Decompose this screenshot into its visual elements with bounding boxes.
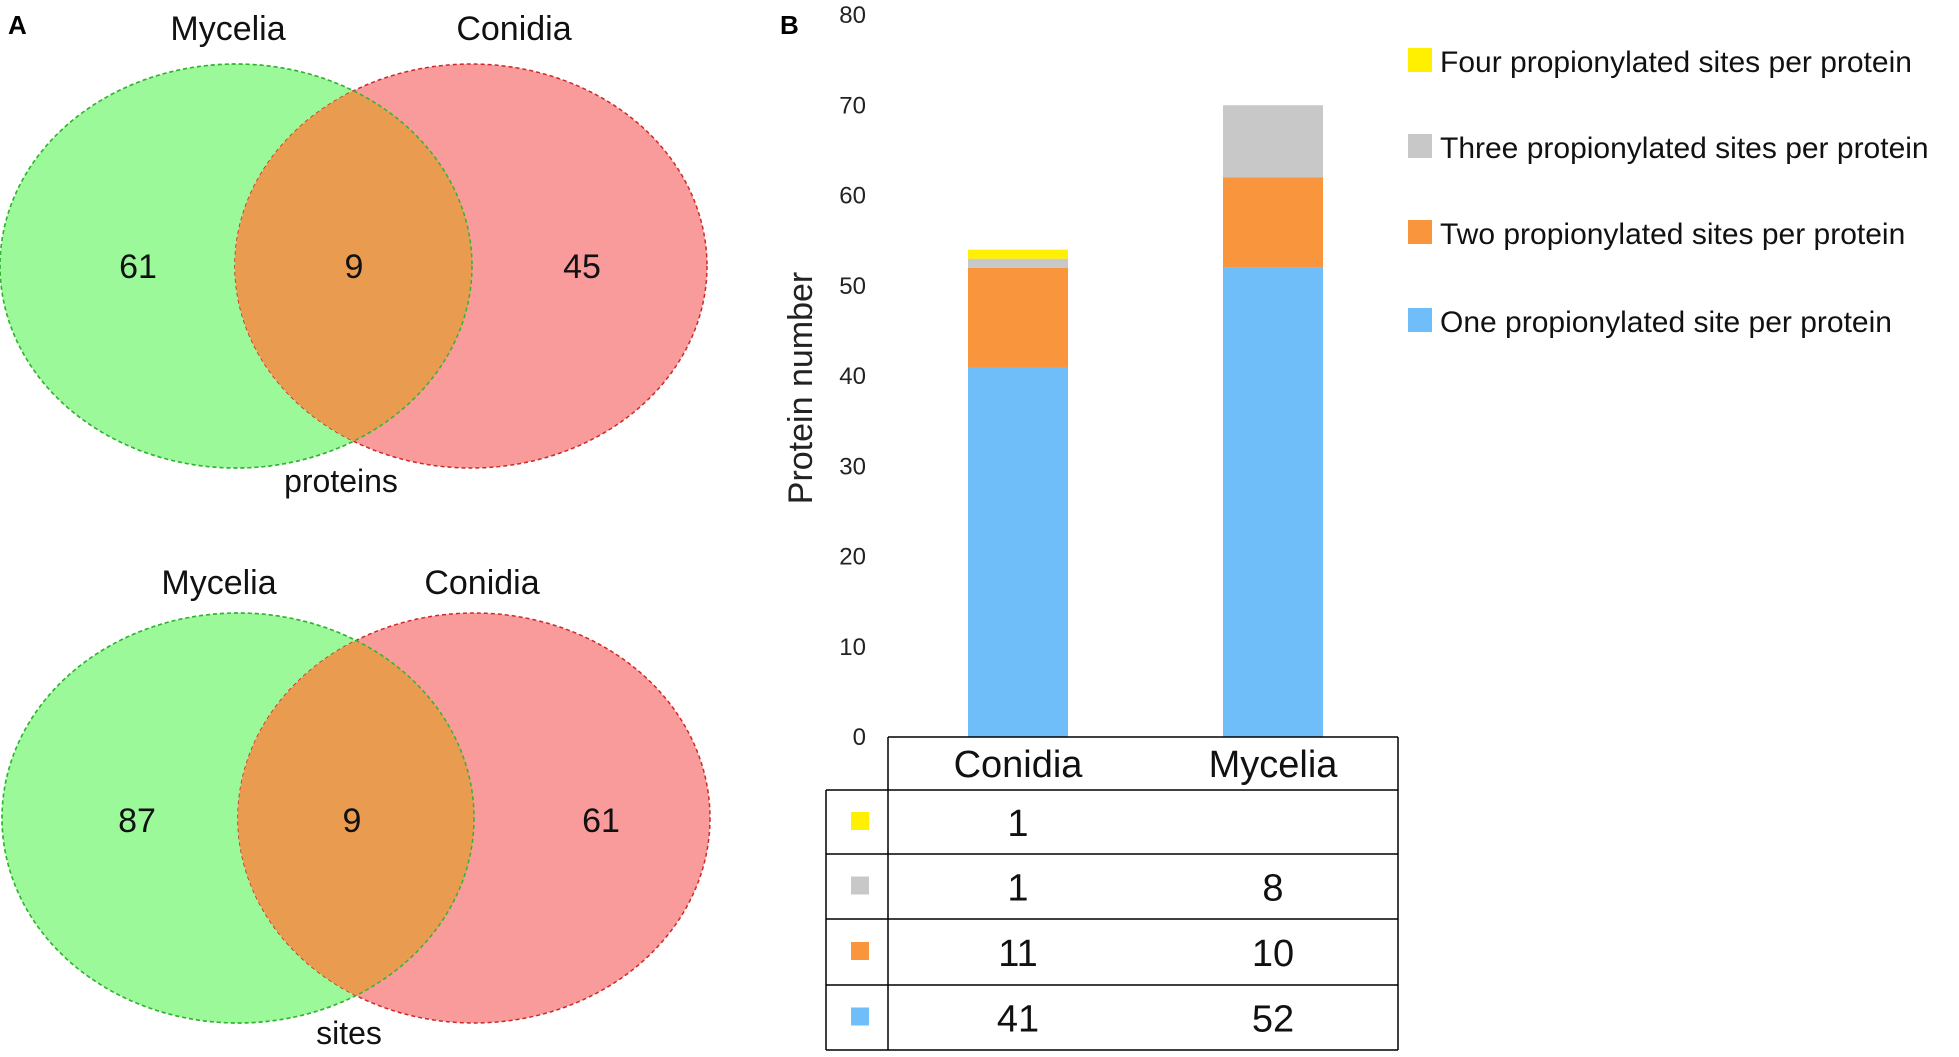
venn-overlap-count: 9 <box>343 802 362 840</box>
legend: Four propionylated sites per protein Thre… <box>1408 46 1929 339</box>
legend-label: One propionylated site per protein <box>1440 306 1892 339</box>
legend-swatch <box>1408 134 1432 158</box>
y-tick-label: 50 <box>839 273 866 300</box>
venn-left-count: 87 <box>118 802 156 840</box>
table-cell: 11 <box>998 933 1037 975</box>
bar-segment-mycelia-3 <box>1223 105 1323 178</box>
y-tick-label: 40 <box>839 363 866 390</box>
panel-b-label: B <box>780 10 799 40</box>
table-row-swatch <box>851 876 869 895</box>
table-cell: 52 <box>1252 999 1294 1041</box>
venn-right-title: Conidia <box>456 10 571 48</box>
table-cell: 10 <box>1252 933 1294 975</box>
y-axis: 0 10 20 30 40 50 60 70 80 <box>839 2 866 751</box>
table-cell: 1 <box>1007 868 1028 910</box>
venn-overlap-region <box>235 64 472 468</box>
table-row-swatch <box>851 942 869 960</box>
bar-segment-mycelia-2 <box>1223 177 1323 268</box>
venn-left-title: Mycelia <box>170 10 285 48</box>
bar-segment-mycelia-1 <box>1223 267 1323 737</box>
venn-mycelia-outline <box>0 63 473 469</box>
venn-right-count: 61 <box>582 802 620 840</box>
table-cell: 8 <box>1262 868 1283 910</box>
bar-segment-conidia-4 <box>968 249 1068 259</box>
venn-right-title: Conidia <box>424 564 539 602</box>
bar-segment-conidia-2 <box>968 267 1068 367</box>
table-row-swatch <box>851 1007 869 1026</box>
venn-caption: proteins <box>284 463 398 499</box>
venn-overlap-count: 9 <box>345 248 364 286</box>
legend-swatch <box>1408 220 1432 244</box>
y-tick-label: 10 <box>839 634 866 661</box>
venn-sites: Mycelia Conidia 87 9 61 sites <box>1 564 711 1051</box>
bar-segment-conidia-3 <box>968 258 1068 268</box>
venn-overlap-region <box>238 613 474 1023</box>
legend-label: Two propionylated sites per protein <box>1440 218 1905 251</box>
y-axis-label: Protein number <box>782 272 820 504</box>
y-tick-label: 0 <box>853 724 866 751</box>
table-header-mycelia: Mycelia <box>1209 744 1339 786</box>
panel-a-label: A <box>8 10 27 40</box>
venn-caption: sites <box>316 1015 382 1051</box>
venn-left-title: Mycelia <box>161 564 276 602</box>
stacked-bars <box>968 105 1323 737</box>
venn-proteins: Mycelia Conidia 61 9 45 proteins <box>0 10 708 499</box>
venn-mycelia-outline <box>1 612 475 1024</box>
y-tick-label: 30 <box>839 453 866 480</box>
legend-label: Four propionylated sites per protein <box>1440 46 1912 79</box>
legend-label: Three propionylated sites per protein <box>1440 132 1929 165</box>
legend-swatch <box>1408 308 1432 332</box>
y-tick-label: 60 <box>839 183 866 210</box>
table-row-swatch <box>851 812 869 830</box>
venn-left-count: 61 <box>119 248 157 286</box>
y-tick-label: 80 <box>839 2 866 29</box>
venn-right-count: 45 <box>563 248 601 286</box>
bar-segment-conidia-1 <box>968 366 1068 737</box>
y-tick-label: 20 <box>839 544 866 571</box>
table-header-conidia: Conidia <box>954 744 1084 786</box>
table-cell: 1 <box>1007 803 1028 845</box>
legend-swatch <box>1408 48 1432 72</box>
y-tick-label: 70 <box>839 92 866 119</box>
table-cell: 41 <box>997 999 1039 1041</box>
